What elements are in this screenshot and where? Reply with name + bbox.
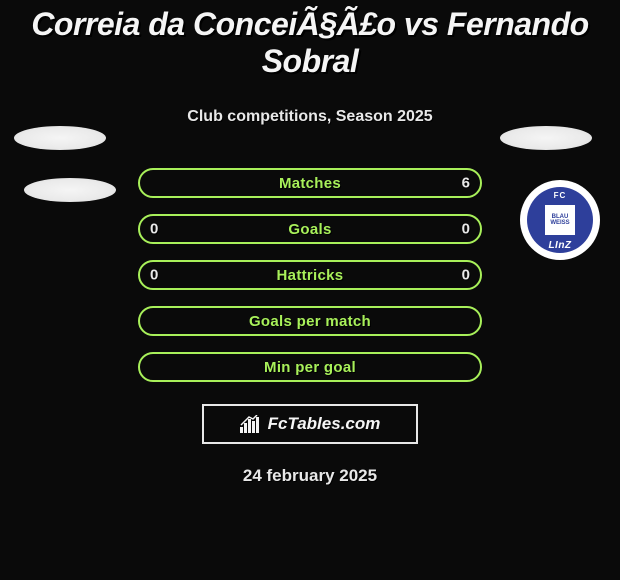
stat-right-value: 0 xyxy=(462,221,470,238)
stat-row-matches: Matches 6 xyxy=(138,168,482,198)
player-left-photo-placeholder xyxy=(14,126,106,150)
stat-right-value: 6 xyxy=(462,175,470,192)
stat-row-goals: 0 Goals 0 xyxy=(138,214,482,244)
stat-left-value: 0 xyxy=(150,267,158,284)
stat-label: Hattricks xyxy=(277,267,344,284)
page-title: Correia da ConceiÃ§Ã£o vs Fernando Sobra… xyxy=(0,0,620,80)
page-subtitle: Club competitions, Season 2025 xyxy=(0,108,620,126)
club-badge-mid-text: BLAU WEISS xyxy=(545,205,575,235)
stat-label: Matches xyxy=(279,175,341,192)
stat-label: Goals per match xyxy=(249,313,371,330)
fctables-attribution[interactable]: FcTables.com xyxy=(202,404,418,444)
club-badge-inner: FC BLAU WEISS LInZ xyxy=(527,187,593,253)
stat-row-hattricks: 0 Hattricks 0 xyxy=(138,260,482,290)
stat-right-value: 0 xyxy=(462,267,470,284)
stat-left-value: 0 xyxy=(150,221,158,238)
stat-label: Min per goal xyxy=(264,359,356,376)
club-badge-top-text: FC xyxy=(527,191,593,200)
date-label: 24 february 2025 xyxy=(0,466,620,486)
player-right-club-badge: FC BLAU WEISS LInZ xyxy=(520,180,600,260)
stat-row-min-per-goal: Min per goal xyxy=(138,352,482,382)
stat-row-goals-per-match: Goals per match xyxy=(138,306,482,336)
club-badge-bot-text: LInZ xyxy=(527,240,593,251)
comparison-card: Correia da ConceiÃ§Ã£o vs Fernando Sobra… xyxy=(0,0,620,580)
fctables-label: FcTables.com xyxy=(268,414,381,434)
bar-chart-icon xyxy=(240,415,262,433)
player-left-club-placeholder xyxy=(24,178,116,202)
stat-label: Goals xyxy=(288,221,331,238)
player-right-photo-placeholder xyxy=(500,126,592,150)
